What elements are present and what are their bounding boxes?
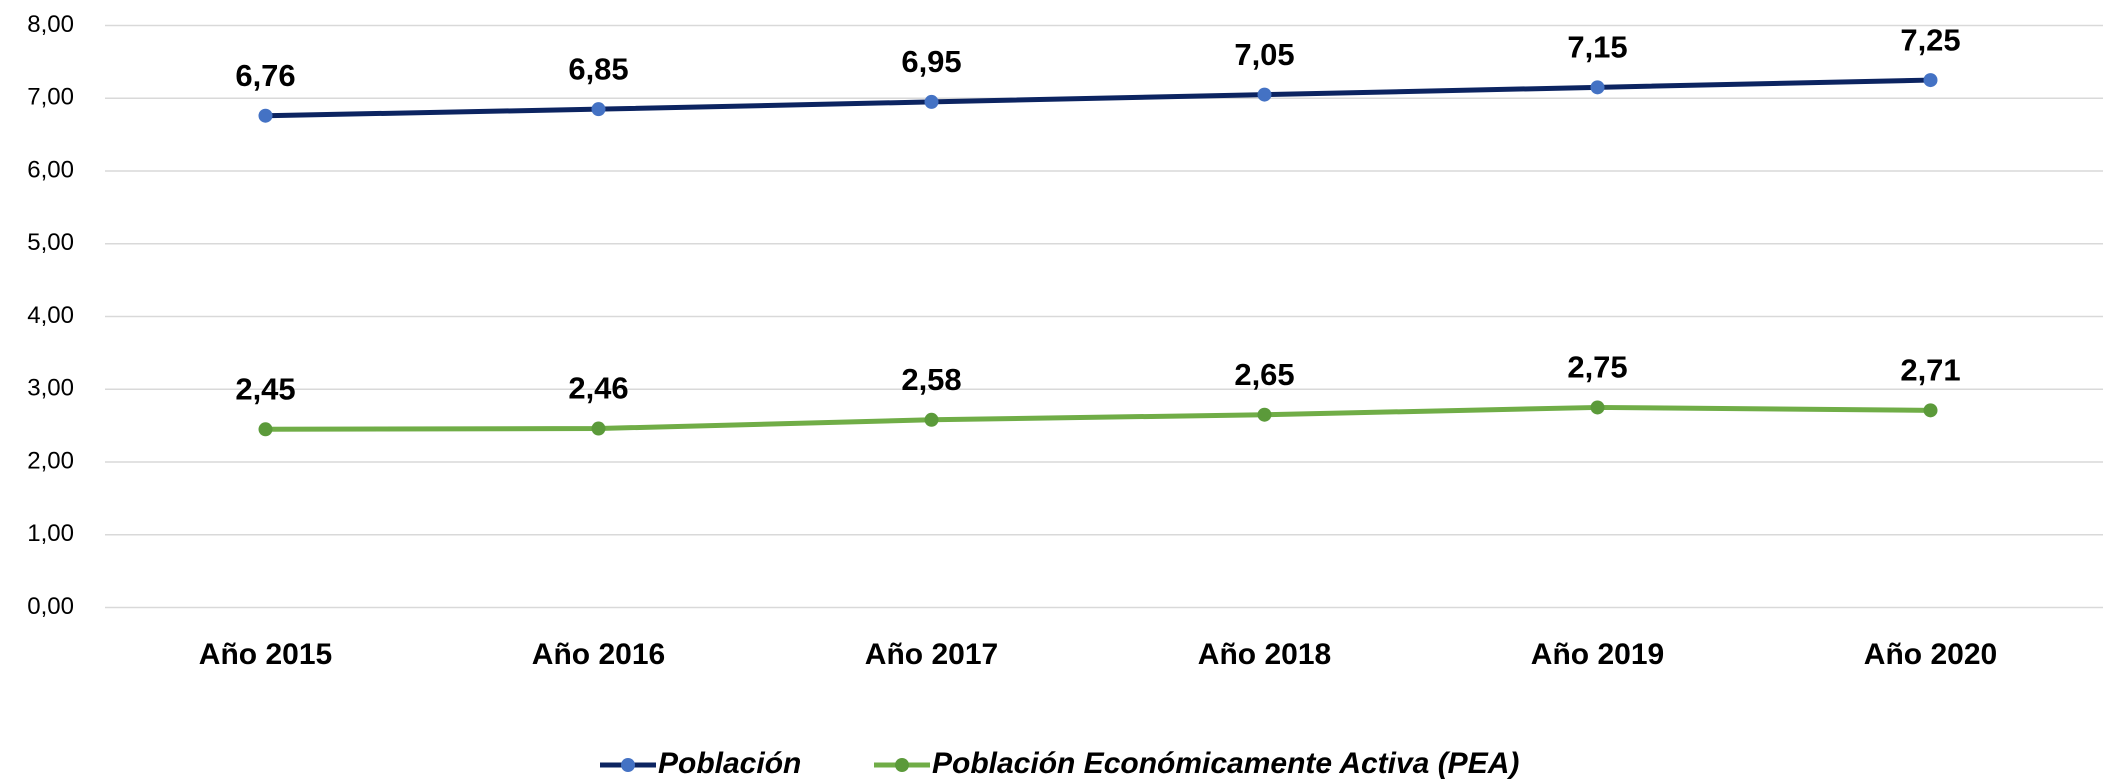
y-tick-label: 1,00	[27, 520, 74, 547]
legend-marker	[895, 758, 909, 772]
data-label: 2,75	[1567, 350, 1627, 385]
y-tick-label: 3,00	[27, 375, 74, 402]
legend-label: Población Económicamente Activa (PEA)	[932, 747, 1519, 780]
data-label: 6,85	[568, 51, 628, 86]
x-tick-label: Año 2018	[1198, 638, 1331, 671]
x-tick-label: Año 2016	[532, 638, 665, 671]
marker	[1590, 400, 1605, 415]
y-tick-label: 4,00	[27, 302, 74, 329]
y-tick-label: 8,00	[27, 11, 74, 38]
marker	[1257, 407, 1272, 422]
marker	[258, 422, 273, 437]
data-label: 6,95	[901, 44, 961, 79]
data-label: 7,05	[1234, 37, 1294, 72]
y-tick-label: 2,00	[27, 447, 74, 474]
data-label: 2,58	[901, 362, 961, 397]
marker	[591, 102, 606, 117]
x-tick-label: Año 2019	[1531, 638, 1664, 671]
series-line	[265, 404, 1931, 432]
x-tick-label: Año 2017	[865, 638, 998, 671]
marker	[1923, 403, 1938, 418]
data-label: 2,71	[1900, 353, 1960, 388]
data-label: 7,15	[1567, 30, 1627, 65]
data-label: 6,76	[235, 58, 295, 93]
series-line	[265, 77, 1931, 119]
y-tick-label: 5,00	[27, 229, 74, 256]
marker	[258, 108, 273, 123]
x-tick-label: Año 2020	[1864, 638, 1997, 671]
marker	[1923, 73, 1938, 88]
data-label: 2,65	[1234, 357, 1294, 392]
data-label: 2,46	[568, 371, 628, 406]
marker	[924, 94, 939, 109]
legend-label: Población	[658, 747, 801, 780]
y-tick-label: 0,00	[27, 593, 74, 620]
marker	[1590, 80, 1605, 95]
marker	[1257, 87, 1272, 102]
y-tick-label: 7,00	[27, 84, 74, 111]
marker	[591, 421, 606, 436]
marker	[924, 412, 939, 427]
x-tick-label: Año 2015	[199, 638, 332, 671]
data-label: 7,25	[1900, 22, 1960, 57]
legend-marker	[621, 758, 635, 772]
y-tick-label: 6,00	[27, 156, 74, 183]
data-label: 2,45	[235, 371, 295, 406]
